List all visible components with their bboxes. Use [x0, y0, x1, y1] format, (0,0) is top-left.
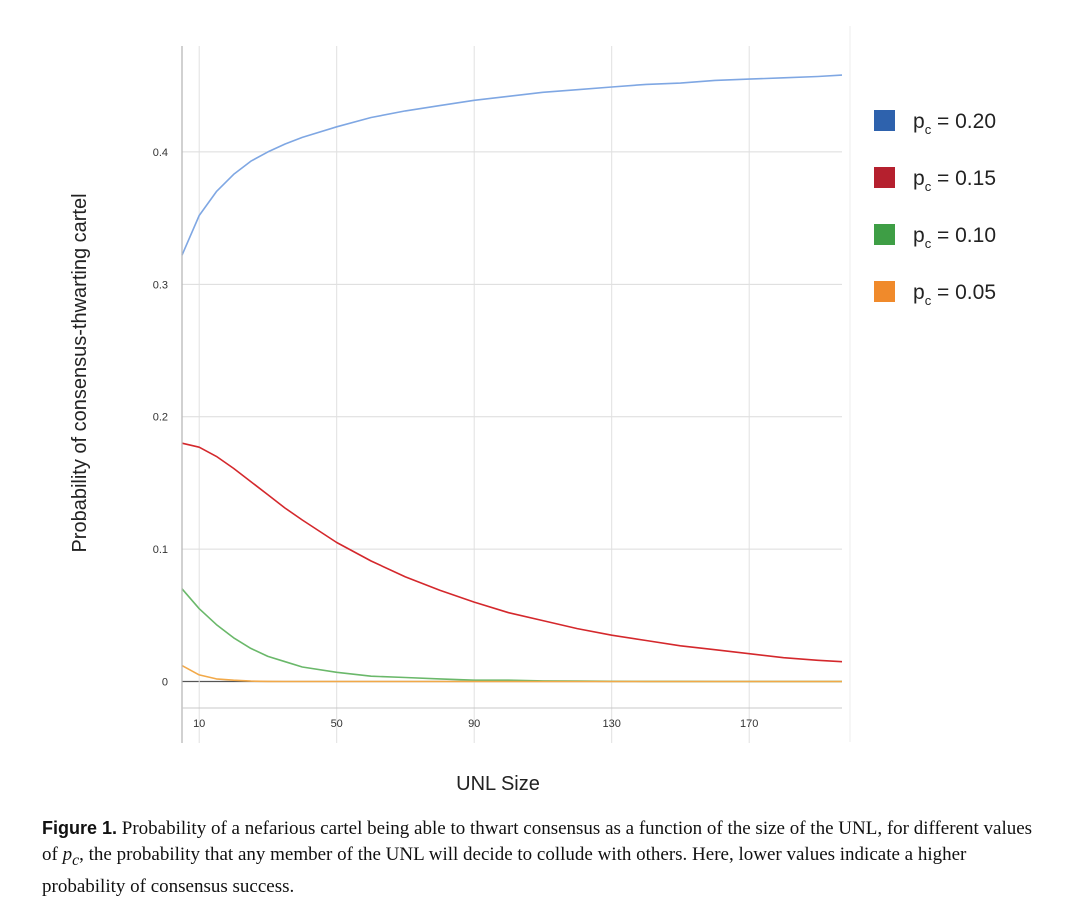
series-line-0-05	[181, 664, 842, 683]
x-tick-label: 170	[740, 718, 758, 730]
legend-label: pc = 0.15	[913, 167, 996, 194]
y-axis-label: Probability of consensus-thwarting carte…	[69, 193, 91, 552]
legend-subscript: c	[925, 293, 932, 308]
axes	[181, 26, 851, 743]
legend-label: pc = 0.05	[913, 281, 996, 308]
y-tick-label: 0.1	[153, 544, 168, 556]
legend-swatch	[874, 167, 895, 188]
legend-symbol: p	[913, 110, 925, 133]
legend-value: = 0.15	[931, 167, 996, 190]
x-tick-label: 90	[468, 718, 480, 730]
legend-subscript: c	[925, 179, 932, 194]
legend-value: = 0.05	[931, 281, 996, 304]
legend-subscript: c	[925, 236, 932, 251]
legend-symbol: p	[913, 281, 925, 304]
caption-label: Figure 1.	[42, 818, 118, 838]
y-tick-label: 0.2	[153, 412, 168, 424]
series-line-0-15	[181, 442, 843, 663]
legend-subscript: c	[925, 122, 932, 137]
y-tick-label: 0.3	[153, 279, 168, 291]
caption-text-before: Probability of a nefarious cartel being …	[42, 818, 1033, 865]
y-tick-label: 0.4	[153, 147, 168, 159]
legend-value: = 0.10	[931, 224, 996, 247]
tick-labels: 0 0.1 0.2 0.3 0.4 10 50 90 130 170	[153, 147, 759, 730]
legend-label: pc = 0.20	[913, 110, 996, 137]
caption-text-after: , the probability that any member of the…	[42, 844, 967, 897]
x-tick-label: 130	[603, 718, 621, 730]
legend-value: = 0.20	[931, 110, 996, 133]
series-line-0-10	[181, 588, 842, 683]
caption-symbol: pc	[62, 844, 80, 869]
x-axis-label: UNL Size	[456, 773, 540, 795]
series-lines	[181, 74, 843, 683]
y-tick-label: 0	[162, 677, 168, 689]
caption-symbol-p: p	[62, 844, 73, 865]
legend-swatch	[874, 110, 895, 131]
x-tick-label: 10	[193, 718, 205, 730]
series-line-0-20	[181, 74, 843, 256]
legend-label: pc = 0.10	[913, 224, 996, 251]
x-tick-label: 50	[331, 718, 343, 730]
legend-symbol: p	[913, 167, 925, 190]
legend-swatch	[874, 281, 895, 302]
line-chart: 0 0.1 0.2 0.3 0.4 10 50 90 130 170 Probability of…	[69, 26, 996, 795]
figure-caption: Figure 1. Probability of a nefarious car…	[42, 815, 1052, 900]
legend-swatch	[874, 224, 895, 245]
gridlines	[182, 46, 842, 743]
legend-symbol: p	[913, 224, 925, 247]
caption-symbol-subscript: c	[72, 851, 80, 869]
